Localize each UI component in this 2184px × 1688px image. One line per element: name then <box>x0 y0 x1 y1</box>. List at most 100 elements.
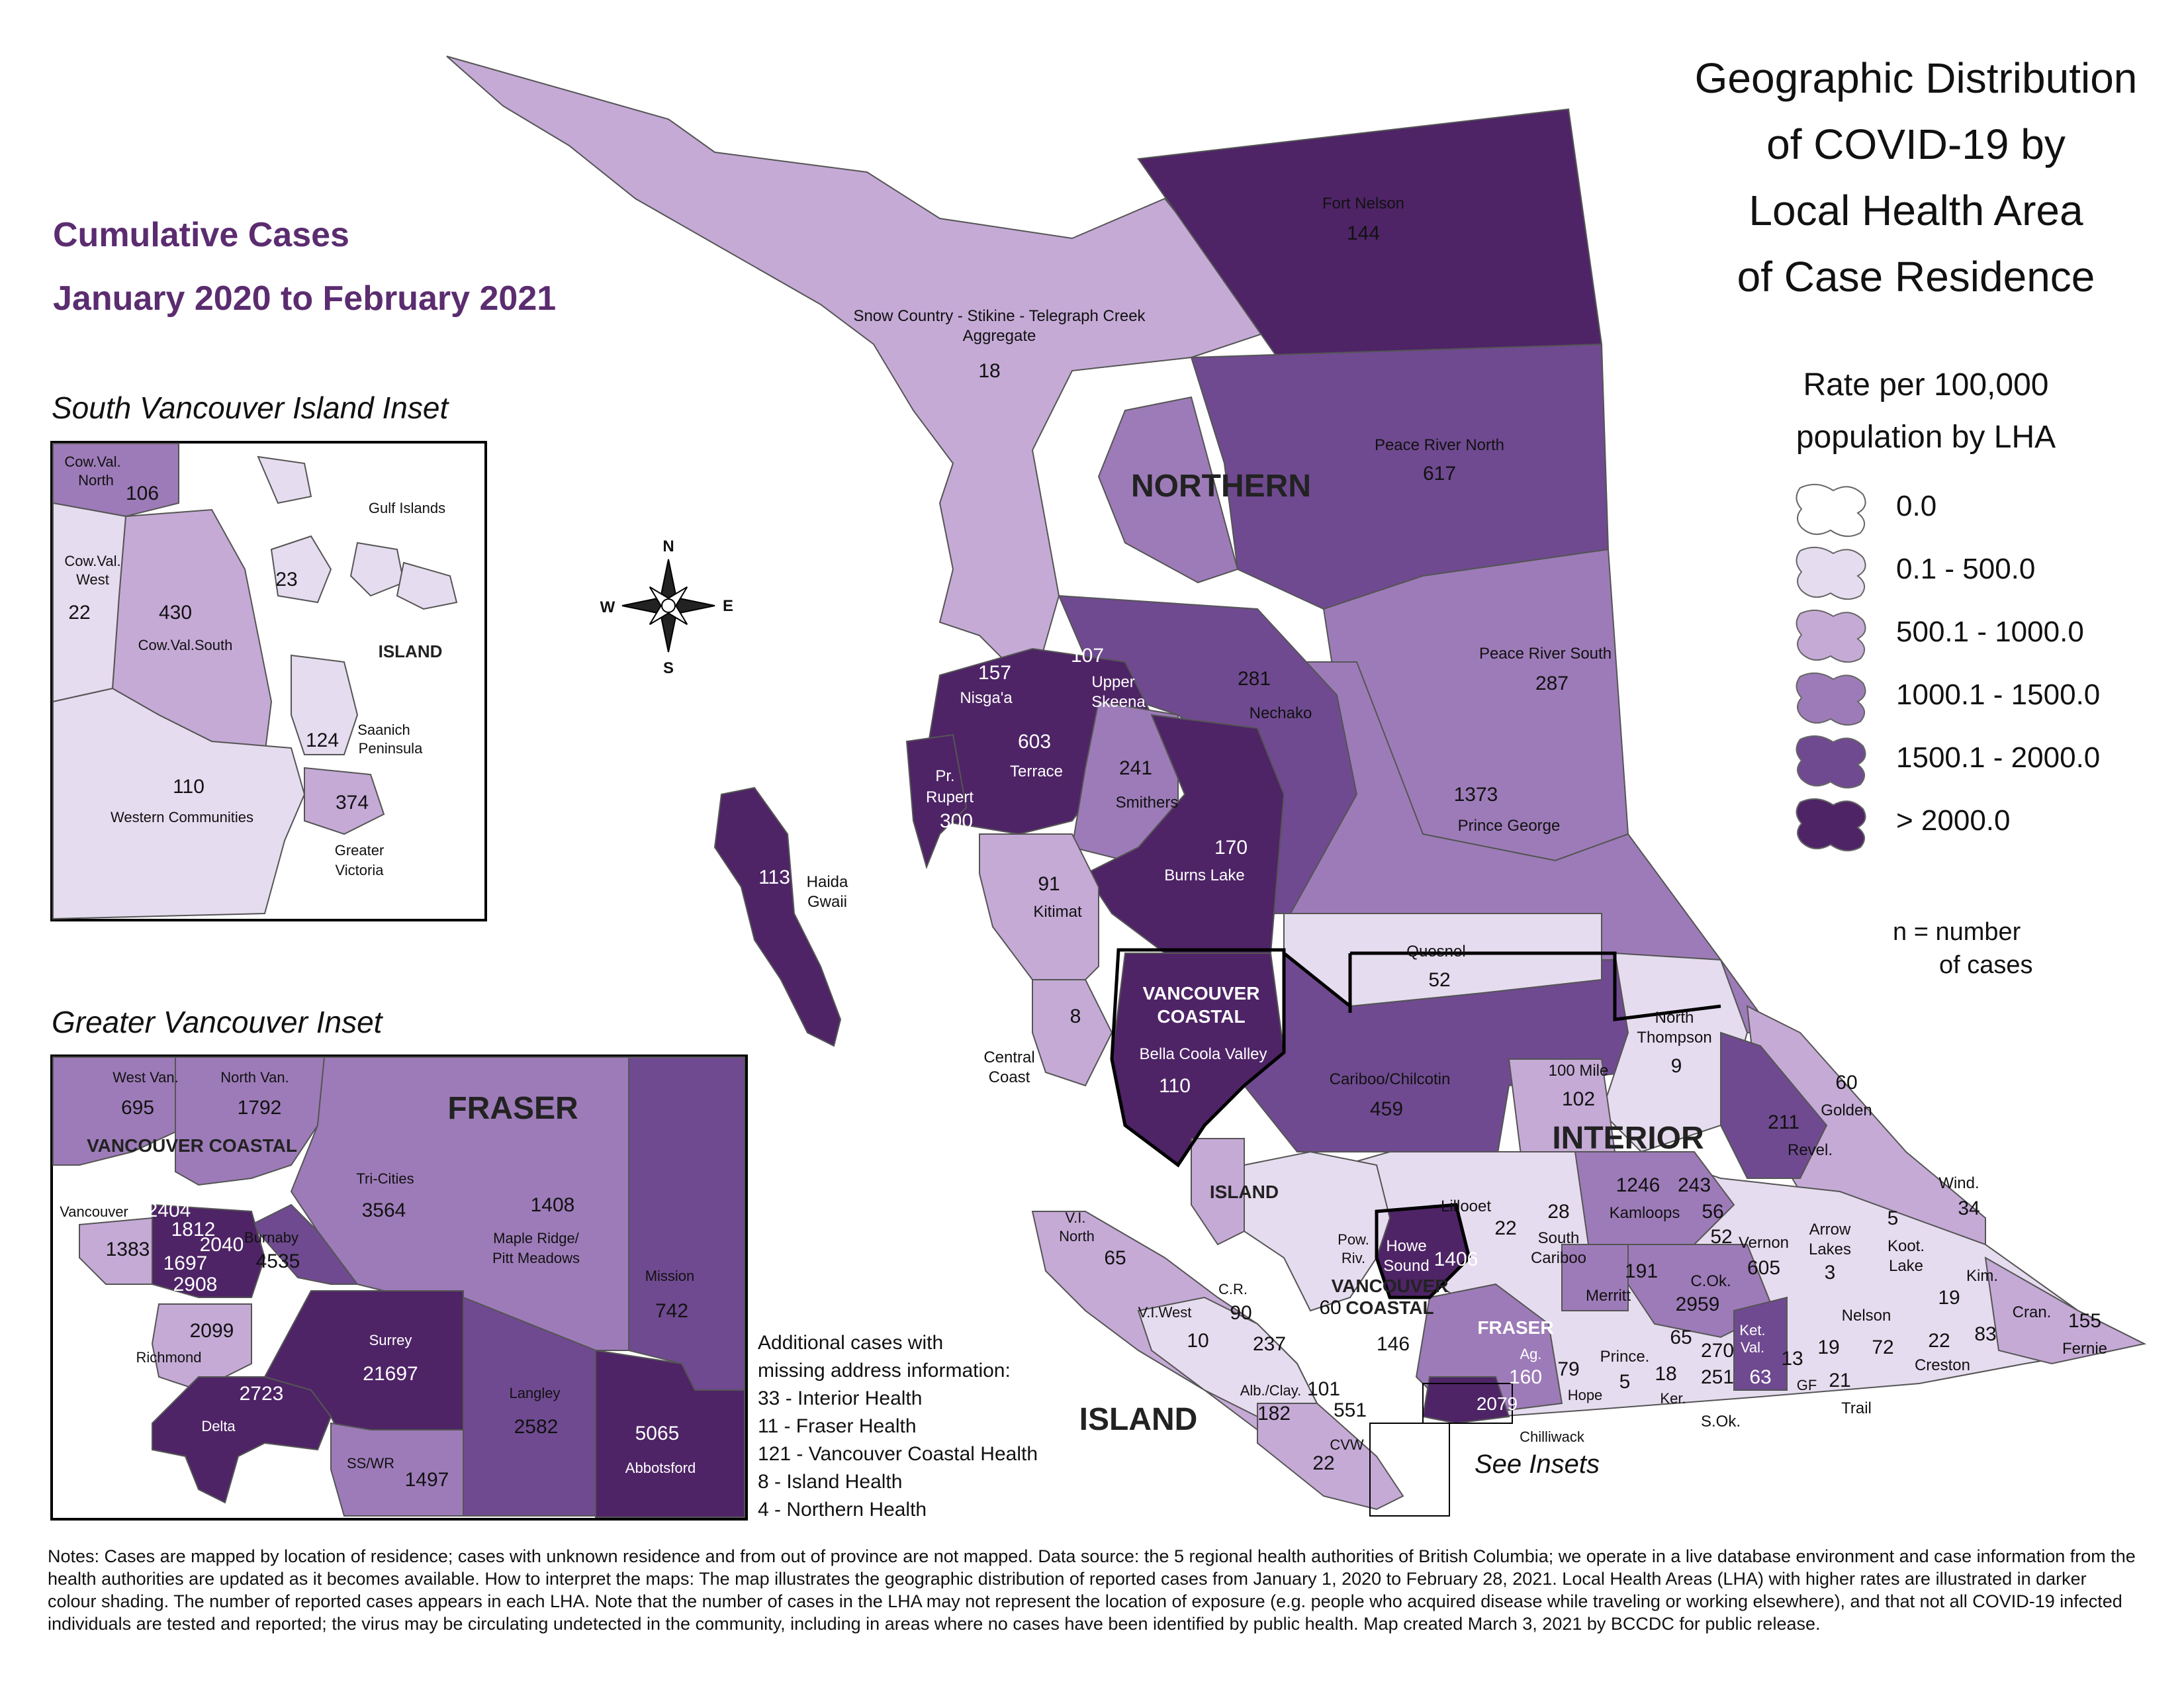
inset-label: Langley <box>509 1385 560 1401</box>
lha-label: Central <box>983 1049 1034 1066</box>
compass-rose: N S E W <box>600 538 733 677</box>
missing-item: 11 - Fraser Health <box>758 1415 917 1437</box>
map-title-line2: of COVID-19 by <box>1766 120 2066 168</box>
n-note-line2: of cases <box>1939 951 2033 979</box>
legend-swatch <box>1796 483 1866 538</box>
lha-count: 19 <box>1817 1336 1839 1358</box>
lha-count: 182 <box>1257 1403 1291 1425</box>
inset-label: Cow.Val. <box>64 453 120 470</box>
lha-label: Aggregate <box>963 327 1036 345</box>
lha-label: Alb./Clay. <box>1240 1382 1302 1399</box>
boundary-vancouver-coastal <box>1375 1203 1471 1299</box>
lha-label: Peace River South <box>1479 645 1612 663</box>
compass-s: S <box>663 659 674 677</box>
region-vancouver-coastal-small-line2: COASTAL <box>1345 1297 1433 1318</box>
lha-count: 157 <box>978 662 1011 684</box>
lha-label: Bella Coola Valley <box>1140 1045 1267 1063</box>
lha-label: Prince. <box>1600 1348 1650 1366</box>
lha-count: 2959 <box>1676 1293 1720 1315</box>
lha-label: Cran. <box>2013 1303 2052 1321</box>
lha-label: Nelson <box>1842 1307 1891 1325</box>
lha-label: C.Ok. <box>1690 1272 1731 1290</box>
lha-label: Chilliwack <box>1520 1429 1585 1445</box>
inset-label: Surrey <box>369 1332 412 1348</box>
inset-count: 430 <box>159 602 192 624</box>
inset-region-vancouver-coastal: VANCOUVER COASTAL <box>87 1135 297 1156</box>
lha-count: 211 <box>1768 1111 1799 1133</box>
lha-count: 56 <box>1702 1201 1723 1223</box>
lha-count: 243 <box>1678 1174 1711 1196</box>
inset-label: Cow.Val. <box>64 553 120 569</box>
lha-count: 22 <box>1312 1452 1334 1474</box>
lha-count: 18 <box>978 360 1000 382</box>
lha-fernie <box>1984 1256 2146 1365</box>
inset-locator-vancouver <box>1422 1383 1513 1424</box>
lha-count: 8 <box>1070 1006 1081 1027</box>
missing-item: 4 - Northern Health <box>758 1499 927 1521</box>
lha-count: 90 <box>1230 1302 1251 1324</box>
legend: Rate per 100,000 population by LHA 0.00.… <box>1796 367 2100 979</box>
lha-label: Trail <box>1841 1399 1872 1417</box>
lha-label: Kim. <box>1966 1267 1998 1285</box>
lha-count: 65 <box>1104 1247 1126 1269</box>
inset-count: 124 <box>306 729 339 751</box>
lha-label: Golden <box>1821 1102 1872 1119</box>
lha-label: Sound <box>1383 1257 1429 1275</box>
map-title-line3: Local Health Area <box>1749 187 2083 234</box>
lha-label: Smithers <box>1116 794 1179 812</box>
lha-label: Wind. <box>1938 1174 1979 1192</box>
legend-title-line2: population by LHA <box>1796 420 2056 455</box>
lha-label: Pow. <box>1338 1231 1369 1248</box>
inset-count: 1549 <box>264 1282 308 1303</box>
lha-label: North <box>1655 1009 1694 1027</box>
lha-label: Cariboo <box>1531 1249 1586 1267</box>
inset-locator-island <box>1369 1423 1450 1517</box>
lha-label: C.R. <box>1218 1281 1248 1297</box>
lha-label: Val. <box>1741 1339 1764 1356</box>
lha-label: Pr. <box>935 767 954 785</box>
lha-label: Riv. <box>1342 1250 1365 1266</box>
south-island-labels: Cow.Val. North 106 Gulf Islands 23 Cow.V… <box>64 453 445 878</box>
inset-count: 695 <box>121 1097 154 1119</box>
lha-label: Nechako <box>1250 704 1312 722</box>
lha-northern-mid <box>1097 396 1239 584</box>
lha-chilliwack <box>1422 1376 1510 1425</box>
lha-count: 107 <box>1071 645 1104 667</box>
lha-count: 287 <box>1535 673 1569 694</box>
inset-label: Tri-Cities <box>356 1170 414 1187</box>
lha-count: 102 <box>1562 1088 1595 1110</box>
lha-count: 60 <box>1319 1297 1341 1319</box>
lha-label: Creston <box>1915 1356 1970 1374</box>
lha-count: 270 <box>1701 1340 1734 1362</box>
lha-label: Terrace <box>1010 763 1063 780</box>
n-note-line1: n = number <box>1893 918 2021 946</box>
legend-swatch <box>1796 609 1866 663</box>
inset-count: 106 <box>126 483 159 504</box>
inset-count: 374 <box>336 792 369 814</box>
lha-label: Lakes <box>1809 1241 1851 1258</box>
legend-label: 500.1 - 1000.0 <box>1896 616 2084 648</box>
lha-label: Arrow <box>1809 1221 1851 1239</box>
inset-title-greater-vancouver: Greater Vancouver Inset <box>52 1005 384 1039</box>
lha-label: Lillooet <box>1441 1197 1491 1215</box>
compass-w: W <box>600 598 615 616</box>
inset-label: West <box>76 571 109 588</box>
lha-label: Ker. <box>1660 1390 1686 1407</box>
lha-count: 459 <box>1370 1098 1403 1120</box>
lha-merritt <box>1561 1244 1629 1311</box>
compass-e: E <box>723 597 733 615</box>
inset-count: 2582 <box>514 1416 559 1438</box>
lha-count: 13 <box>1781 1348 1803 1370</box>
lha-label: Prince George <box>1458 817 1561 835</box>
lha-count: 5 <box>1888 1207 1899 1229</box>
lha-count: 1246 <box>1616 1174 1661 1196</box>
inset-count: 2040 <box>200 1234 244 1256</box>
lha-count: 101 <box>1307 1378 1340 1400</box>
inset-count: 2099 <box>190 1320 234 1342</box>
inset-label: Delta <box>201 1418 236 1434</box>
lha-label: Kamloops <box>1610 1204 1680 1222</box>
lha-count: 251 <box>1701 1366 1734 1388</box>
lha-label: Nisga'a <box>960 689 1013 707</box>
main-lha-labels: Fort Nelson 144 Snow Country - Stikine -… <box>758 195 2107 1474</box>
lha-count: 22 <box>1928 1330 1950 1352</box>
